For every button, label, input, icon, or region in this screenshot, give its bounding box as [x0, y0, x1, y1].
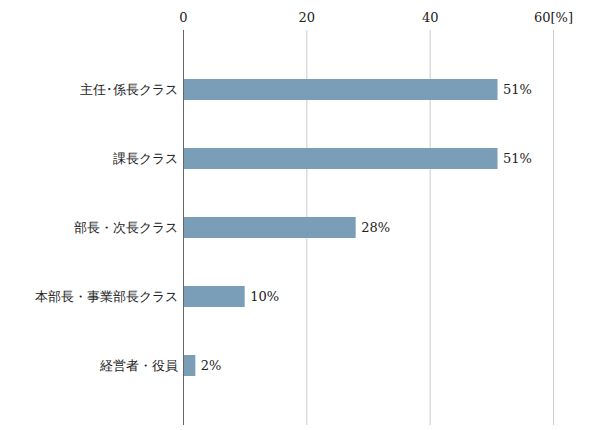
svg-text:20: 20 [299, 10, 316, 25]
svg-text:10%: 10% [250, 289, 279, 304]
svg-text:40: 40 [422, 10, 439, 25]
svg-text:主任･係長クラス: 主任･係長クラス [80, 82, 178, 97]
svg-text:51%: 51% [503, 82, 532, 97]
svg-text:2%: 2% [201, 358, 222, 373]
svg-text:0: 0 [179, 10, 187, 25]
svg-text:本部長・事業部長クラス: 本部長・事業部長クラス [35, 289, 178, 304]
svg-text:28%: 28% [361, 220, 390, 235]
svg-text:部長・次長クラス: 部長・次長クラス [74, 220, 178, 235]
svg-text:51%: 51% [503, 151, 532, 166]
svg-text:課長クラス: 課長クラス [113, 151, 178, 166]
svg-text:経営者・役員: 経営者・役員 [99, 358, 178, 373]
svg-text:60[%]: 60[%] [534, 10, 573, 25]
